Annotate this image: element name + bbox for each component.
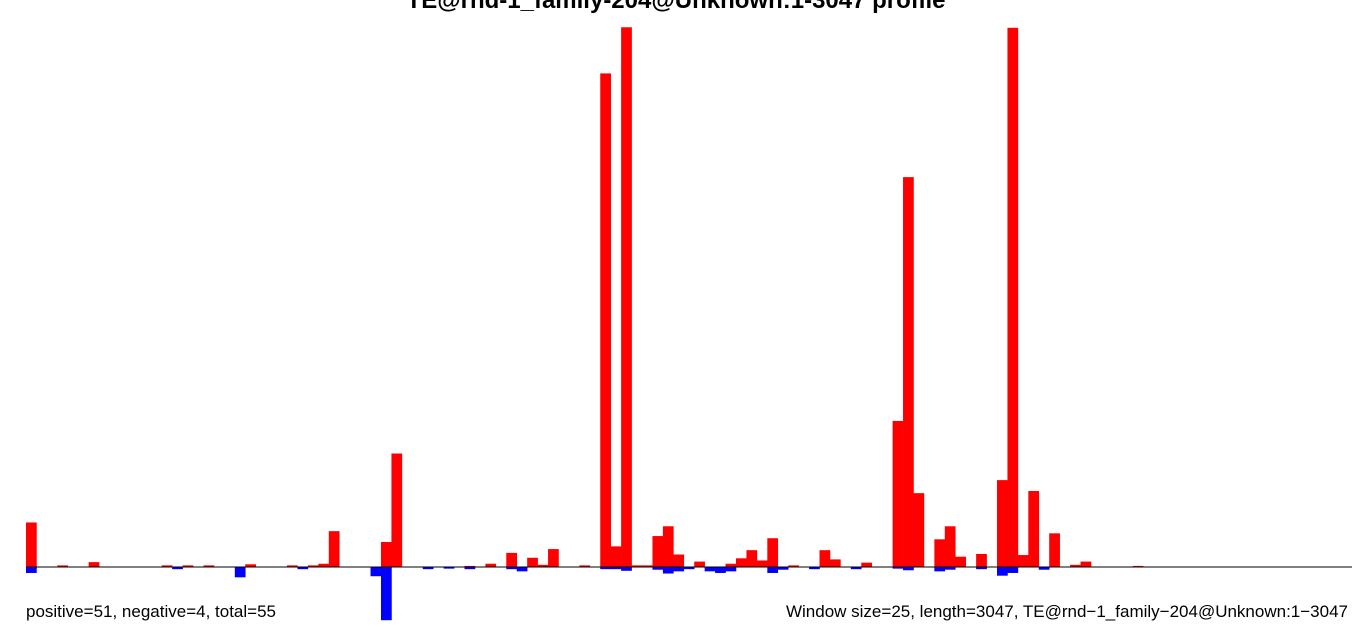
positive-bar [642,565,653,567]
positive-bar [506,552,518,567]
positive-bar [944,526,956,567]
negative-bar [997,567,1008,576]
positive-bar [746,550,758,567]
negative-bar [673,567,685,572]
positive-bar [621,27,632,567]
negative-bar [422,567,434,570]
negative-bar [683,567,695,570]
positive-bar [976,553,987,567]
negative-bar [715,567,726,573]
positive-bar [203,565,215,567]
positive-bar [652,536,664,567]
negative-bar [172,567,183,570]
positive-bar [892,420,904,567]
positive-bar [694,561,705,567]
positive-bar [548,549,559,567]
negative-bar [26,567,37,573]
negative-bar [297,567,309,570]
negative-bar [464,567,476,570]
positive-bar [756,560,768,567]
positive-bar [245,564,256,567]
positive-bar [788,565,799,567]
negative-bar [809,567,820,570]
positive-bar [1028,490,1040,567]
negative-bar [234,567,246,578]
positive-bar [380,542,392,567]
negative-bar [600,567,611,570]
positive-bar [600,73,611,567]
positive-bar [913,493,925,567]
positive-bar [861,562,873,567]
negative-bar [725,567,737,572]
positive-bar [934,539,946,567]
negative-bar [767,567,779,573]
positive-bar [955,556,966,567]
negative-bar [610,567,622,570]
positive-bar [26,522,37,567]
negative-bar [777,567,789,570]
negative-bars [26,567,1050,621]
positive-bar [662,526,674,567]
positive-bar [1070,564,1081,567]
positive-bar [610,546,622,567]
positive-bar [767,538,779,567]
positive-bar [307,565,319,567]
window-info: Window size=25, length=3047, TE@rnd−1_fa… [785,602,1348,621]
positive-bar [182,565,194,567]
positive-bar [1017,555,1029,567]
negative-bar [1007,567,1019,573]
negative-bar [380,567,392,621]
positive-bar [1049,533,1060,567]
positive-bar [735,558,747,567]
positive-bar [1080,561,1092,567]
negative-bar [850,567,862,570]
positive-bars [26,27,1144,568]
negative-bar [892,567,904,569]
positive-bar [537,564,549,567]
positive-bar [579,565,591,567]
positive-bar [318,563,330,567]
positive-bar [725,563,737,567]
negative-bar [443,567,455,569]
negative-bar [903,567,914,571]
negative-bar [621,567,632,571]
positive-bar [88,562,100,567]
positive-bar [1007,27,1019,568]
positive-bar [673,554,685,567]
negative-bar [944,567,956,570]
negative-bar [652,567,664,570]
negative-bar [370,567,382,577]
positive-bar [903,177,914,567]
negative-bar [662,567,674,574]
positive-bar [527,557,538,567]
positive-bar [161,565,173,567]
positive-bar [391,453,403,567]
positive-bar [829,559,841,567]
negative-bar [934,567,946,572]
negative-bar [1038,567,1050,570]
negative-bar [976,567,987,570]
negative-bar [516,567,528,572]
chart-title: TE@rnd-1_family-204@Unknown:1-3047 profi… [407,0,946,14]
negative-bar [506,567,518,570]
positive-bar [287,565,298,567]
positive-bar [997,480,1008,567]
positive-bar [464,565,476,567]
positive-bar [1132,565,1144,567]
positive-bar [57,565,69,567]
positive-bar [328,531,340,567]
positive-bar [485,563,497,567]
counts-summary: positive=51, negative=4, total=55 [26,602,276,621]
positive-bar [631,565,643,567]
negative-bar [704,567,716,572]
positive-bar [819,550,831,567]
